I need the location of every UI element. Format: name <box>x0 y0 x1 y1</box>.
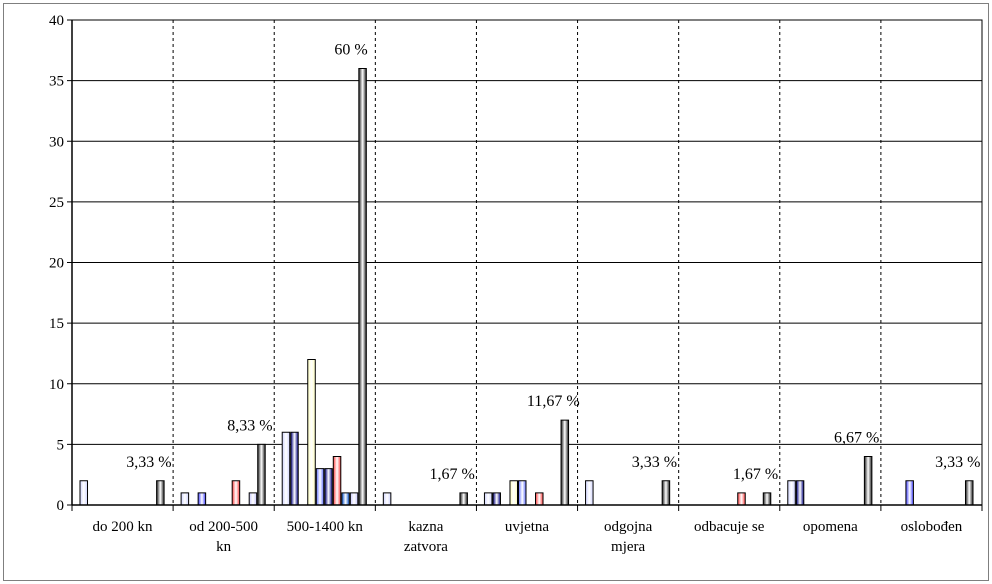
bar-2-series-0 <box>281 431 291 506</box>
bar-2-series-6 <box>332 456 342 506</box>
y-tick-label: 40 <box>49 13 64 29</box>
y-tick-label: 25 <box>49 195 64 211</box>
grid <box>72 19 982 505</box>
data-label: 8,33 % <box>227 417 272 434</box>
x-tick-label: uvjetna <box>505 519 549 535</box>
bar-7-series-0 <box>787 480 796 506</box>
bar-2-series-1 <box>290 431 299 506</box>
bar-7-series-9 <box>863 456 873 506</box>
bar-4-series-0 <box>483 492 493 506</box>
x-tick-label: opomena <box>803 519 858 535</box>
y-tick-label: 0 <box>57 498 65 514</box>
bar-6-series-6 <box>737 492 746 506</box>
data-label: 3,33 % <box>126 454 171 471</box>
data-label: 3,33 % <box>935 454 980 471</box>
bar-1-series-8 <box>248 492 258 506</box>
x-tick-label: oslobođen <box>901 519 963 535</box>
data-label: 1,67 % <box>430 466 475 483</box>
y-tick-label: 15 <box>49 316 64 332</box>
bar-5-series-9 <box>661 480 671 506</box>
chart-frame: 0 5 10 15 20 25 30 35 40 3,33 % do 200 kn 8,33 % od … <box>3 3 989 581</box>
bar-8-series-9 <box>964 480 974 506</box>
x-tick-label: do 200 kn <box>93 519 154 535</box>
y-tick-label: 10 <box>49 377 64 393</box>
x-tick-label: kn <box>216 539 232 555</box>
bar-4-series-4 <box>517 480 527 506</box>
bar-2-series-9 <box>358 68 367 506</box>
bar-4-series-3 <box>509 480 518 506</box>
x-tick-label: zatvora <box>404 539 448 555</box>
bars <box>79 68 974 506</box>
y-tick-label: 30 <box>49 134 64 150</box>
axes <box>67 19 983 511</box>
bar-8-series-2 <box>905 480 914 506</box>
bar-3-series-9 <box>459 492 468 506</box>
x-tick-label: od 200-500 <box>189 519 258 535</box>
bar-2-series-8 <box>349 492 359 506</box>
bar-0-series-9 <box>156 480 165 506</box>
x-tick-label: 500-1400 kn <box>287 519 364 535</box>
bar-2-series-4 <box>315 468 325 506</box>
x-tick-label: odgojna <box>604 519 653 535</box>
data-label: 3,33 % <box>632 454 677 471</box>
x-tick-label: odbacuje se <box>694 519 765 535</box>
bar-chart: 0 5 10 15 20 25 30 35 40 3,33 % do 200 kn 8,33 % od … <box>49 13 983 555</box>
bar-2-series-3 <box>307 359 316 506</box>
data-label: 6,67 % <box>834 430 879 447</box>
x-tick-label: kazna <box>408 519 443 535</box>
data-label: 11,67 % <box>527 393 580 410</box>
bar-4-series-1 <box>492 492 501 506</box>
bar-3-series-0 <box>382 492 392 506</box>
bar-2-series-5 <box>324 468 333 506</box>
labels: 0 5 10 15 20 25 30 35 40 3,33 % do 200 kn 8,33 % od … <box>49 13 980 555</box>
y-tick-label: 5 <box>57 437 65 453</box>
data-label: 1,67 % <box>733 466 778 483</box>
bar-7-series-1 <box>795 480 805 506</box>
x-tick-label: mjera <box>611 539 645 555</box>
bar-4-series-6 <box>535 492 544 506</box>
bar-1-series-2 <box>197 492 207 506</box>
y-tick-label: 35 <box>49 74 64 90</box>
bar-1-series-9 <box>257 443 266 506</box>
bar-4-series-9 <box>560 419 570 506</box>
bar-2-series-7 <box>341 492 350 506</box>
y-tick-label: 20 <box>49 256 64 272</box>
data-label: 60 % <box>334 42 367 59</box>
bar-1-series-0 <box>180 492 190 506</box>
bar-1-series-6 <box>231 480 241 506</box>
bar-0-series-0 <box>79 480 89 506</box>
bar-5-series-0 <box>585 480 594 506</box>
bar-6-series-9 <box>762 492 772 506</box>
